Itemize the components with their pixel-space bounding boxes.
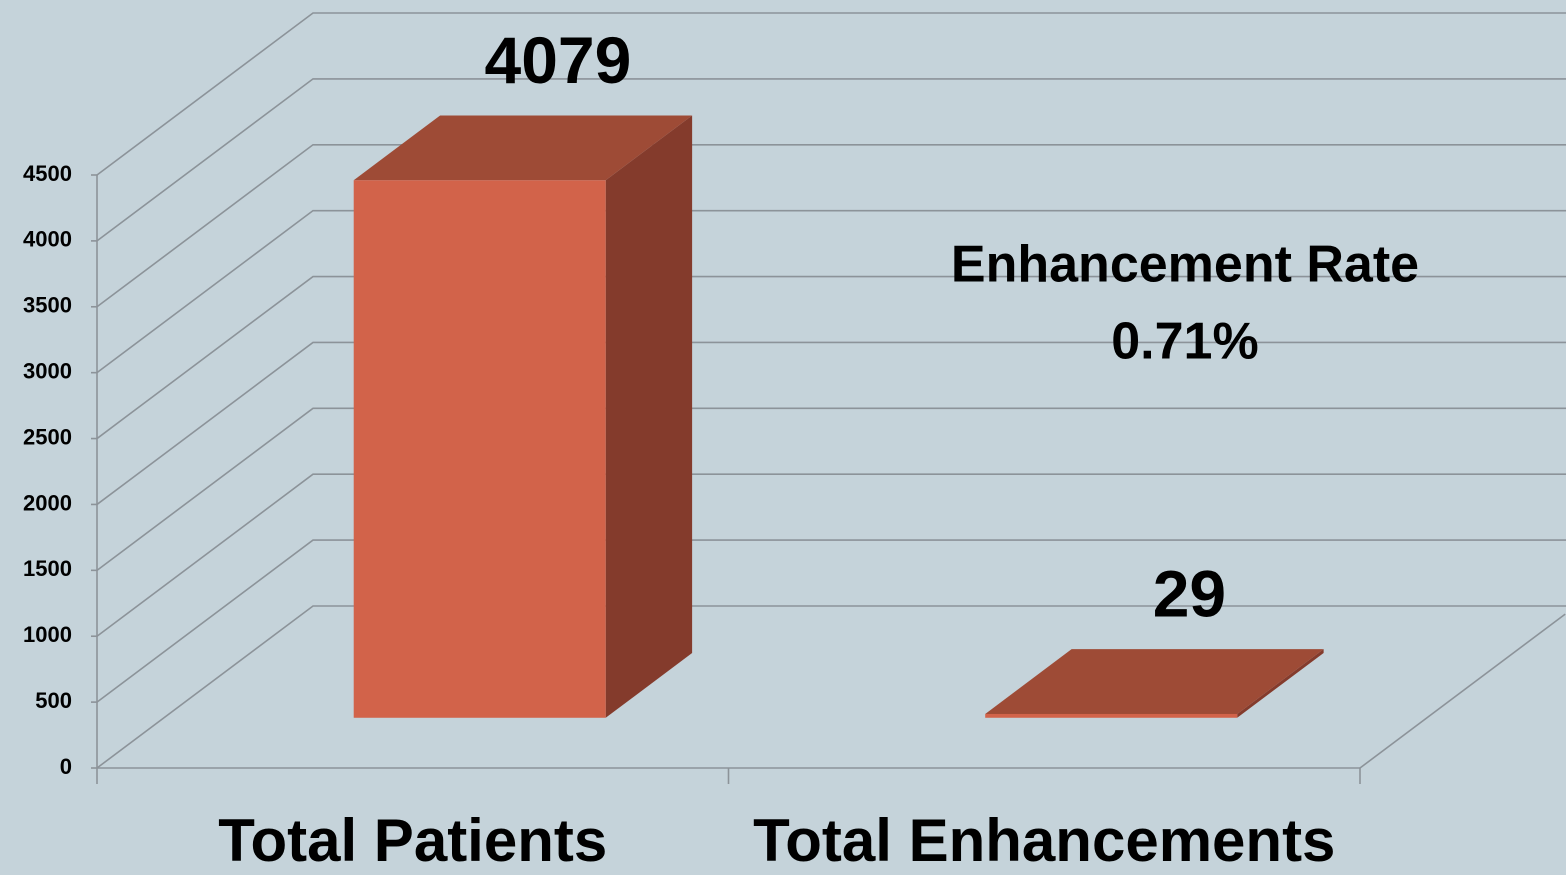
grid-line bbox=[96, 12, 1566, 176]
floor-edge bbox=[1359, 613, 1566, 769]
grid-line bbox=[96, 407, 1566, 571]
y-tick-label: 2000 bbox=[23, 490, 72, 515]
bar-side bbox=[1237, 649, 1324, 718]
x-tick-label: Total Enhancements bbox=[753, 807, 1335, 874]
grid-line bbox=[96, 78, 1566, 242]
y-tick-label: 1000 bbox=[23, 622, 72, 647]
annotation: Enhancement Rate bbox=[951, 236, 1419, 294]
plot bbox=[91, 12, 1566, 784]
annotation: 0.71% bbox=[1111, 313, 1258, 371]
y-tick-label: 3500 bbox=[23, 293, 72, 318]
value-label: 4079 bbox=[484, 23, 631, 97]
y-tick-label: 4500 bbox=[23, 161, 72, 186]
y-tick-label: 3000 bbox=[23, 358, 72, 383]
bar-top bbox=[353, 115, 693, 181]
grid-line bbox=[96, 539, 1566, 703]
bar-side bbox=[605, 115, 693, 718]
y-tick-label: 2500 bbox=[23, 424, 72, 449]
x-tick-label: Total Patients bbox=[218, 807, 607, 874]
grid-line bbox=[96, 341, 1566, 506]
y-tick-label: 0 bbox=[60, 754, 72, 779]
bar bbox=[985, 713, 1238, 718]
bar bbox=[353, 180, 606, 718]
labels: 0 500 1000 1500 2000 2500 3000 3500 4000 4500 Tota… bbox=[23, 23, 1335, 874]
bar-top bbox=[985, 649, 1324, 714]
y-tick-label: 1500 bbox=[23, 556, 72, 581]
y-tick-label: 4000 bbox=[23, 227, 72, 252]
grid-line bbox=[96, 209, 1566, 374]
value-label: 29 bbox=[1153, 557, 1226, 631]
grid-line bbox=[96, 275, 1566, 440]
grid-line bbox=[96, 143, 1566, 308]
grid-line bbox=[96, 473, 1566, 637]
grid-line bbox=[96, 605, 1566, 769]
y-tick-label: 500 bbox=[35, 688, 72, 713]
